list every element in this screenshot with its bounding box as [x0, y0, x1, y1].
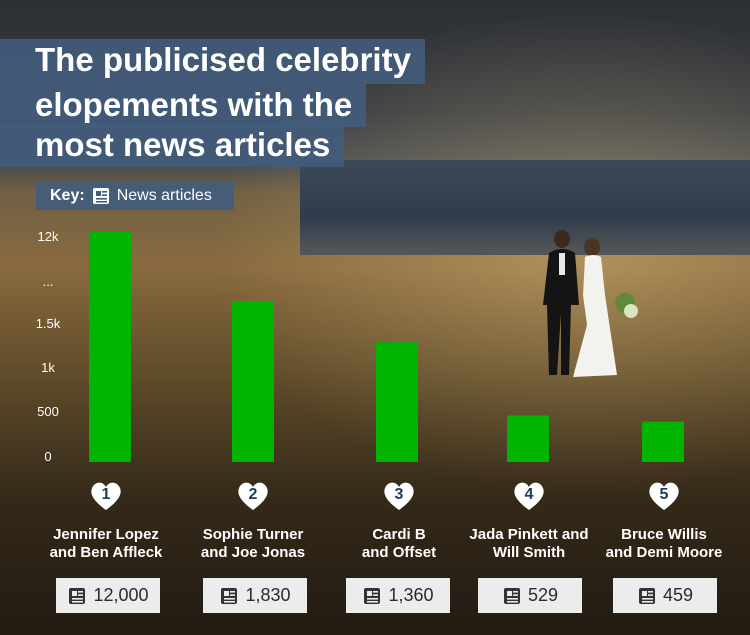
category-label: Bruce Willis and Demi Moore	[584, 526, 744, 562]
sea-background	[300, 160, 750, 255]
category-label: Jada Pinkett and Will Smith	[449, 526, 609, 562]
y-tick-label: 500	[37, 404, 59, 419]
rank-number: 5	[659, 486, 669, 503]
value-label: 12,000	[93, 585, 149, 605]
wedding-couple-photo	[543, 230, 638, 377]
value-box: 459	[613, 578, 717, 613]
heart-icon	[514, 482, 544, 510]
newspaper-icon	[221, 587, 238, 604]
y-tick-label: 0	[44, 449, 52, 464]
bar	[232, 300, 274, 462]
y-tick-label: 1.5k	[35, 316, 61, 331]
bar	[376, 342, 418, 462]
category-label: Cardi B and Offset	[319, 526, 479, 562]
heart-icon	[238, 482, 268, 510]
value-label: 1,360	[388, 585, 434, 605]
category-label: Sophie Turner and Joe Jonas	[173, 526, 333, 562]
bar	[642, 421, 684, 462]
bar	[89, 232, 131, 462]
newspaper-icon	[638, 587, 655, 604]
category-label-line1: Jada Pinkett and	[469, 526, 589, 543]
legend-key: Key: News articles	[36, 182, 234, 210]
rank-heart-badge: 4	[512, 480, 546, 512]
value-label: 1,830	[245, 585, 291, 605]
heart-icon	[91, 482, 121, 510]
y-axis-break: ...	[42, 274, 54, 289]
title-line-3: most news articles	[0, 124, 345, 167]
newspaper-icon	[69, 587, 86, 604]
category-label: Jennifer Lopez and Ben Affleck	[26, 526, 186, 562]
category-label-line1: Bruce Willis	[621, 526, 707, 543]
heart-icon	[384, 482, 414, 510]
rank-number: 4	[524, 486, 534, 503]
category-label-line2: Will Smith	[492, 544, 566, 561]
category-label-line1: Jennifer Lopez	[53, 526, 159, 543]
category-label-line1: Sophie Turner	[202, 526, 304, 543]
key-label: Key:	[50, 187, 85, 204]
category-label-line2: and Demi Moore	[605, 544, 723, 561]
title-line-2: elopements with the	[0, 84, 367, 127]
rank-number: 1	[101, 486, 111, 503]
value-label: 529	[527, 585, 559, 605]
rank-number: 3	[394, 486, 404, 503]
value-box: 1,830	[203, 578, 307, 613]
newspaper-icon	[364, 587, 381, 604]
key-item-label: News articles	[116, 187, 212, 204]
rank-heart-badge: 5	[647, 480, 681, 512]
y-tick-label: 1k	[41, 360, 55, 375]
rank-heart-badge: 3	[382, 480, 416, 512]
title-line-1: The publicised celebrity	[0, 39, 425, 84]
value-box: 12,000	[56, 578, 160, 613]
value-box: 529	[478, 578, 582, 613]
value-label: 459	[662, 585, 694, 605]
heart-icon	[649, 482, 679, 510]
value-box: 1,360	[346, 578, 450, 613]
rank-heart-badge: 1	[89, 480, 123, 512]
y-tick-label: 12k	[37, 229, 59, 244]
category-label-line2: and Joe Jonas	[200, 544, 306, 561]
category-label-line2: and Offset	[361, 544, 437, 561]
rank-heart-badge: 2	[236, 480, 270, 512]
category-label-line2: and Ben Affleck	[49, 544, 163, 561]
rank-number: 2	[248, 486, 258, 503]
newspaper-icon	[503, 587, 520, 604]
category-label-line1: Cardi B	[372, 526, 426, 543]
newspaper-icon	[92, 188, 109, 204]
bar	[507, 415, 549, 462]
